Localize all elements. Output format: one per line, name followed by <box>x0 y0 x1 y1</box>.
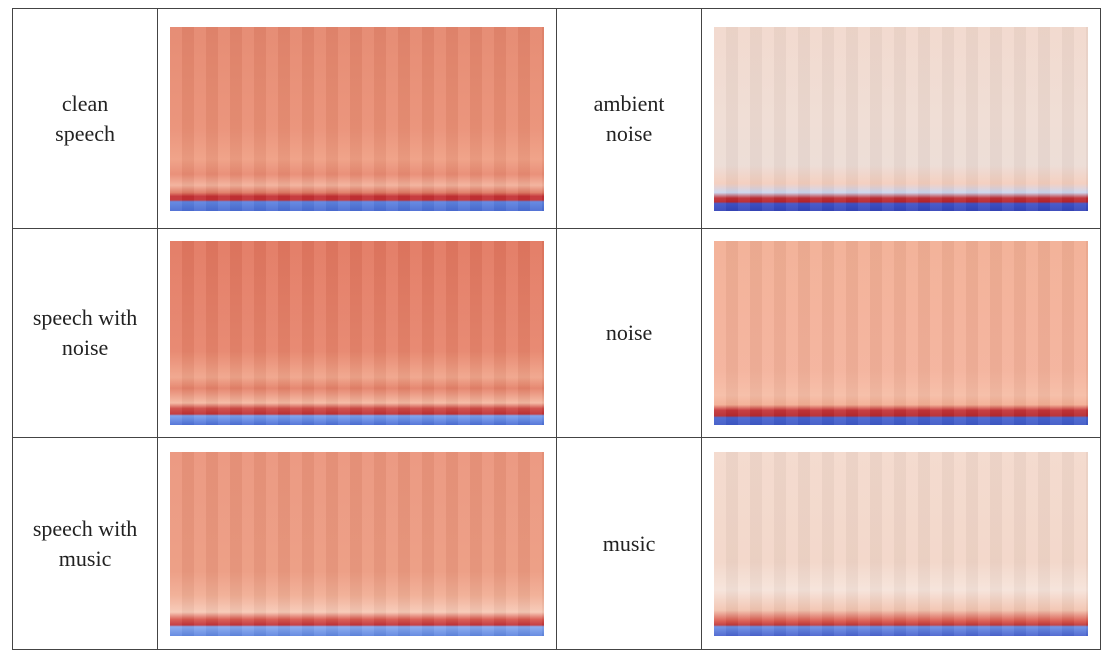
label-line: ambient <box>557 89 701 119</box>
label-line: noise <box>13 333 157 363</box>
spectrogram <box>714 27 1088 211</box>
label-line: clean <box>13 89 157 119</box>
label-line: speech with <box>13 514 157 544</box>
label-line: noise <box>557 318 701 348</box>
spectrogram <box>170 452 544 636</box>
spectrogram <box>714 241 1088 425</box>
spectrogram <box>714 452 1088 636</box>
label-line: music <box>557 529 701 559</box>
label-line: noise <box>557 119 701 149</box>
row-label: music <box>556 438 701 650</box>
page: cleanspeech ambientnoise speech withnois… <box>0 0 1101 648</box>
label-line: music <box>13 544 157 574</box>
label-line: speech with <box>13 303 157 333</box>
label-line: speech <box>13 119 157 149</box>
spectrogram <box>170 241 544 425</box>
row-label: noise <box>556 229 701 438</box>
spectrogram <box>170 27 544 211</box>
